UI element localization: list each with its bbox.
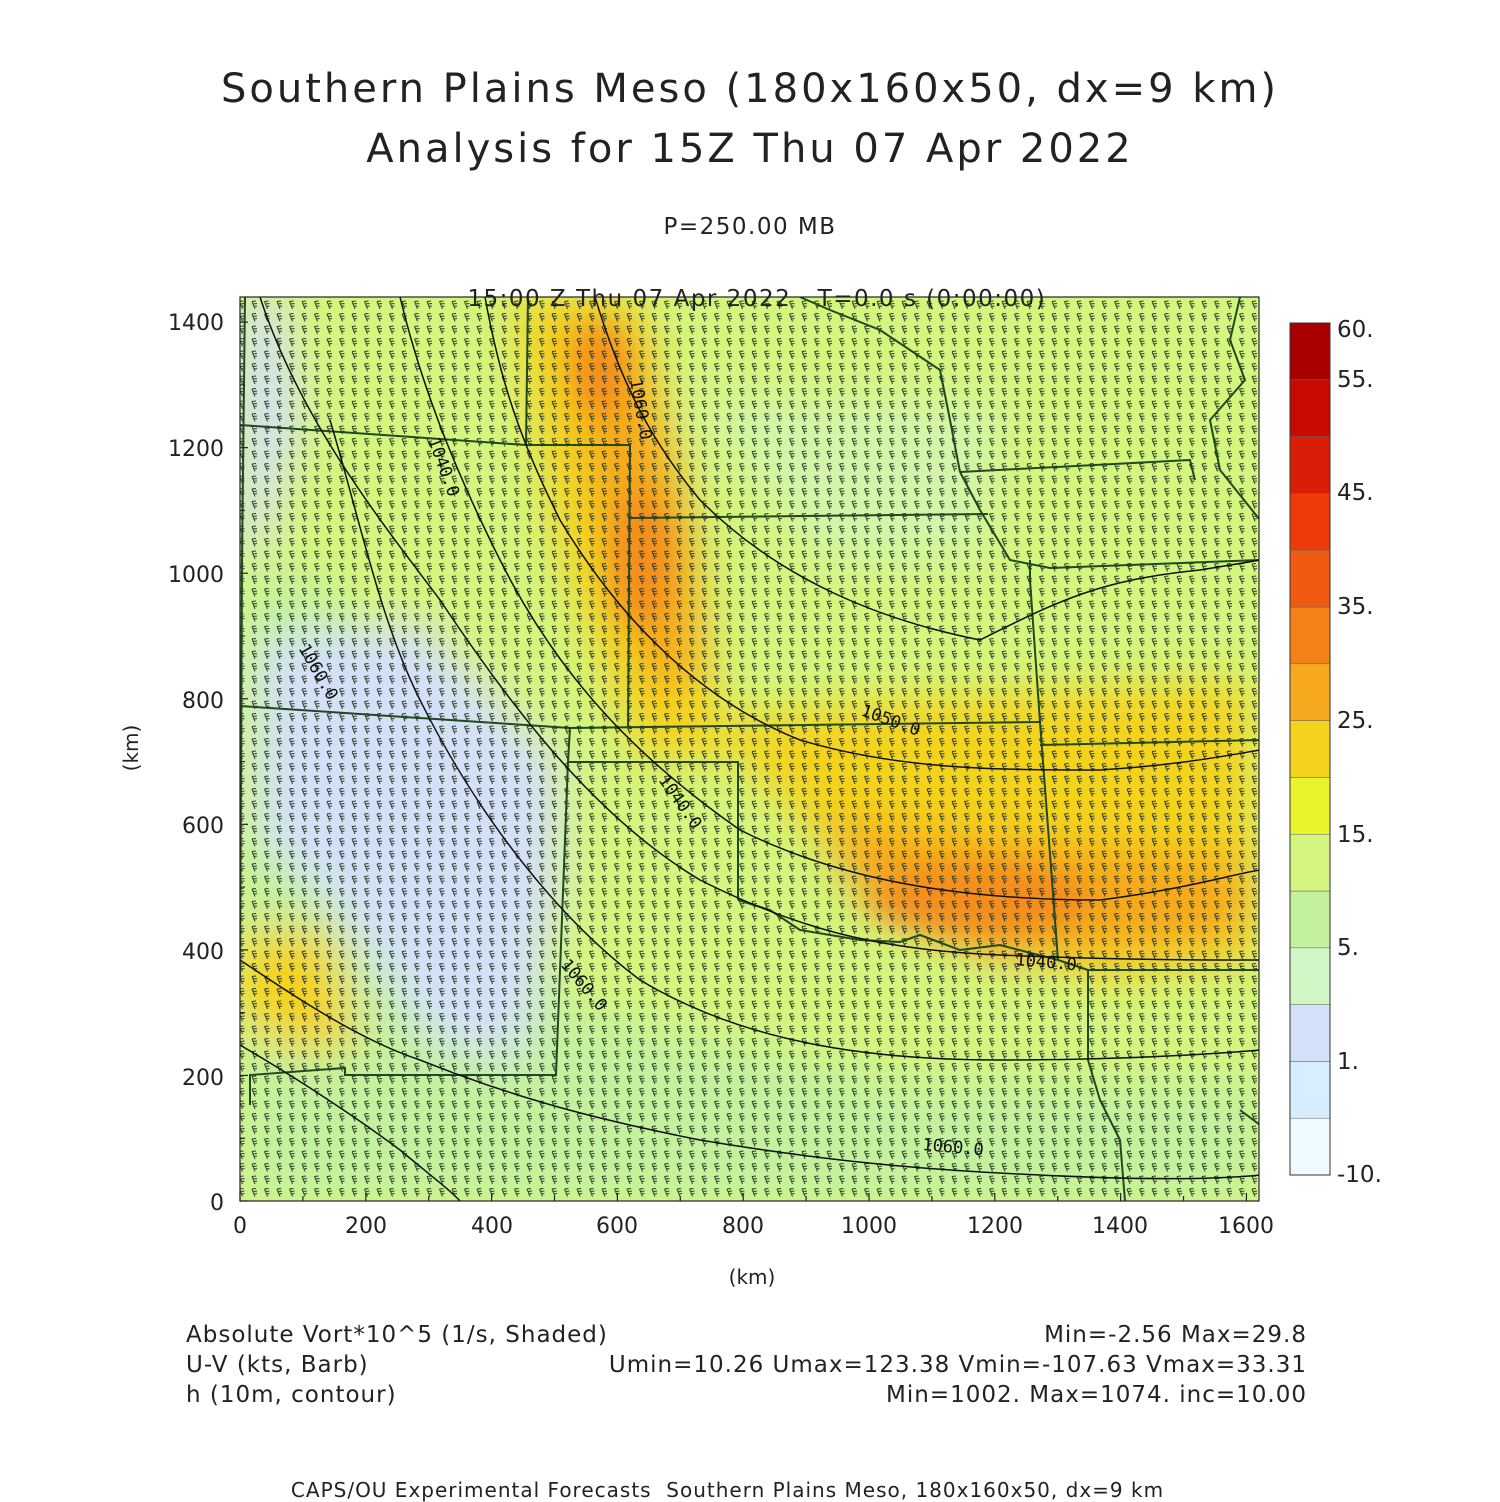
y-tick-label: 1000 — [168, 563, 224, 588]
valid-time: 15:00 Z Thu 07 Apr 2022 — [467, 286, 792, 312]
colorbar-label: 25. — [1337, 708, 1374, 734]
contour-1050 — [399, 297, 1259, 901]
x-tick-label: 200 — [345, 1214, 387, 1239]
footer-credit: CAPS/OU Experimental Forecasts Southern … — [290, 1478, 1165, 1502]
y-axis — [240, 321, 248, 1202]
contour-1060 — [484, 297, 1259, 771]
colorbar-swatch — [1289, 777, 1331, 835]
colorbar-label: -10. — [1337, 1162, 1382, 1188]
colorbar-swatch — [1289, 322, 1331, 381]
contour-low-2 — [329, 419, 1259, 1061]
contour-1070 — [594, 297, 1259, 641]
state-boundaries — [240, 297, 1259, 1201]
field2-stats: Umin=10.26 Umax=123.38 Vmin=-107.63 Vmax… — [608, 1352, 1307, 1378]
y-tick-label: 1200 — [168, 437, 224, 462]
colorbar-swatch — [1289, 436, 1331, 494]
model-time: T=0.0 s (0:00:00) — [817, 286, 1047, 312]
colorbar-label: 55. — [1337, 367, 1374, 393]
colorbar-swatch — [1289, 379, 1331, 437]
colorbar-label: 15. — [1337, 822, 1374, 848]
y-tick-label: 1400 — [168, 311, 224, 336]
colorbar-swatch — [1289, 549, 1331, 608]
y-tick-label: 200 — [182, 1066, 224, 1091]
field1-stats: Min=-2.56 Max=29.8 — [1044, 1322, 1307, 1348]
colorbar-swatch — [1289, 493, 1331, 551]
x-tick-label: 1400 — [1092, 1214, 1148, 1239]
colorbar-frame — [1289, 322, 1331, 1176]
field1-name: Absolute Vort*10^5 (1/s, Shaded) — [186, 1322, 608, 1348]
height-contours — [240, 297, 1259, 1201]
x-tick-label: 400 — [471, 1214, 513, 1239]
y-tick-label: 600 — [182, 814, 224, 839]
y-tick-label: 800 — [182, 689, 224, 714]
colorbar-swatch — [1289, 890, 1331, 949]
x-tick-label: 1600 — [1218, 1214, 1274, 1239]
time-line: 15:00 Z Thu 07 Apr 2022 T=0.0 s (0:00:00… — [0, 260, 1498, 312]
contour-1040 — [259, 297, 1259, 961]
contour-low-1 — [240, 959, 1259, 1180]
y-tick-label: 400 — [182, 940, 224, 965]
colorbar-swatch — [1289, 1061, 1331, 1119]
x-tick-label: 1000 — [841, 1214, 897, 1239]
x-tick-label: 0 — [233, 1214, 247, 1239]
title-line-2: Analysis for 15Z Thu 07 Apr 2022 — [366, 126, 1134, 172]
colorbar — [1289, 322, 1331, 1176]
field3-name: h (10m, contour) — [186, 1382, 397, 1408]
field2-name: U-V (kts, Barb) — [186, 1352, 369, 1378]
colorbar-swatch — [1289, 1117, 1331, 1176]
contour-low-3 — [240, 1044, 461, 1201]
colorbar-label: 1. — [1337, 1049, 1359, 1075]
y-tick-label: 0 — [210, 1191, 224, 1216]
field3-stats: Min=1002. Max=1074. inc=10.00 — [886, 1382, 1307, 1408]
colorbar-label: 5. — [1337, 935, 1359, 961]
vorticity-shading — [240, 297, 1259, 1201]
colorbar-swatch — [1289, 663, 1331, 721]
pressure-level: P=250.00 MB — [663, 214, 837, 240]
x-tick-label: 1200 — [967, 1214, 1023, 1239]
colorbar-swatch — [1289, 606, 1331, 665]
colorbar-swatch — [1289, 947, 1331, 1005]
colorbar-label: 45. — [1337, 480, 1374, 506]
colorbar-swatch — [1289, 833, 1331, 892]
plot-frame — [239, 296, 1260, 1202]
colorbar-label: 35. — [1337, 594, 1374, 620]
x-tick-label: 600 — [596, 1214, 638, 1239]
x-axis-label: (km) — [729, 1265, 776, 1289]
title-line-1: Southern Plains Meso (180x160x50, dx=9 k… — [220, 66, 1280, 112]
x-tick-label: 800 — [722, 1214, 764, 1239]
colorbar-swatch — [1289, 720, 1331, 778]
y-axis-label: (km) — [119, 725, 143, 772]
colorbar-swatch — [1289, 1004, 1331, 1062]
x-axis — [239, 1193, 1248, 1201]
colorbar-label: 60. — [1337, 317, 1374, 343]
